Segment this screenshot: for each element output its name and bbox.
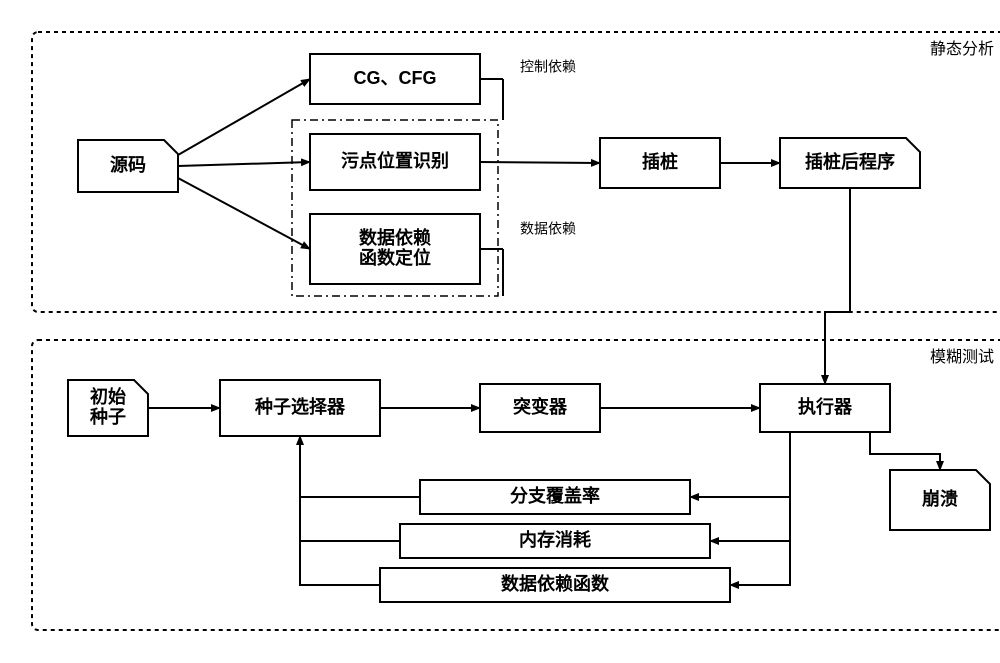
node-mem_usage-label: 内存消耗	[519, 529, 591, 550]
label-control_dep: 控制依赖	[520, 59, 576, 75]
edge-exec-to-feedback	[730, 432, 790, 585]
edge-prog-to-exec	[825, 188, 850, 384]
edge-src-to-cg	[178, 79, 310, 155]
node-seed_selector-label: 种子选择器	[254, 396, 346, 417]
node-taint-label: 污点位置识别	[341, 150, 449, 171]
node-source-label: 源码	[110, 154, 146, 175]
node-cg_cfg-label: CG、CFG	[354, 68, 437, 88]
node-crash-label: 崩溃	[922, 488, 958, 509]
node-mutator-label: 突变器	[513, 396, 568, 417]
node-instrument-label: 插桩	[642, 151, 678, 172]
edge-src-to-datadep	[178, 178, 310, 249]
edge-taint-to-instr	[480, 162, 600, 163]
edge-src-to-taint	[178, 162, 310, 166]
node-initial_seed-label: 初始	[90, 386, 126, 407]
panel-bottom-title: 模糊测试	[930, 348, 994, 366]
node-data_dep_func-label: 函数定位	[359, 247, 431, 268]
flowchart-diagram: 静态分析模糊测试源码CG、CFG污点位置识别数据依赖函数定位插桩插桩后程序初始种…	[20, 20, 1000, 643]
node-branch_cov-label: 分支覆盖率	[510, 485, 600, 506]
node-data_dep_func-label: 数据依赖	[359, 227, 431, 248]
edge-exec-to-crash	[870, 432, 940, 470]
label-data_dep: 数据依赖	[520, 221, 576, 237]
panel-top-title: 静态分析	[930, 40, 994, 58]
node-data_dep_fn2-label: 数据依赖函数	[501, 573, 610, 594]
node-instrumented-label: 插桩后程序	[805, 151, 895, 172]
edge-feedback-to-sel	[300, 436, 420, 497]
node-executor-label: 执行器	[798, 396, 853, 417]
node-initial_seed-label: 种子	[89, 406, 126, 427]
